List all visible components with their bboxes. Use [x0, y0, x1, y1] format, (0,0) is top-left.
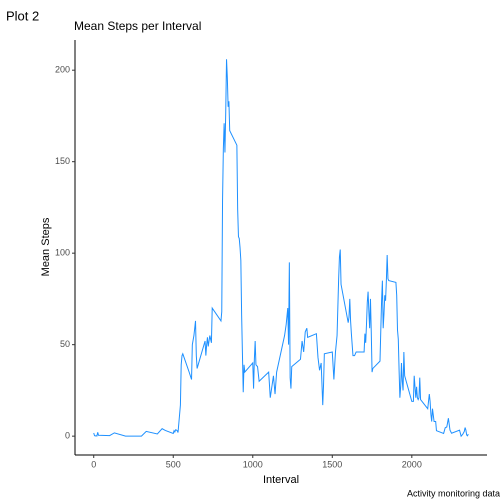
- y-tick-label: 200: [55, 65, 70, 75]
- chart-title: Mean Steps per Interval: [74, 19, 201, 33]
- x-tick-label: 1000: [243, 459, 263, 469]
- y-tick-label: 100: [55, 248, 70, 258]
- x-tick-label: 1500: [322, 459, 342, 469]
- y-tick-label: 0: [65, 431, 70, 441]
- y-tick-label: 150: [55, 156, 70, 166]
- x-tick-label: 500: [166, 459, 181, 469]
- caption: Activity monitoring data: [407, 488, 500, 498]
- x-axis-label: Interval: [263, 474, 299, 486]
- data-line: [93, 59, 469, 438]
- y-tick-label: 50: [60, 339, 70, 349]
- plot-tag: Plot 2: [6, 8, 39, 23]
- x-tick-label: 2000: [402, 459, 422, 469]
- x-tick-label: 0: [91, 459, 96, 469]
- y-axis-label: Mean Steps: [40, 217, 52, 276]
